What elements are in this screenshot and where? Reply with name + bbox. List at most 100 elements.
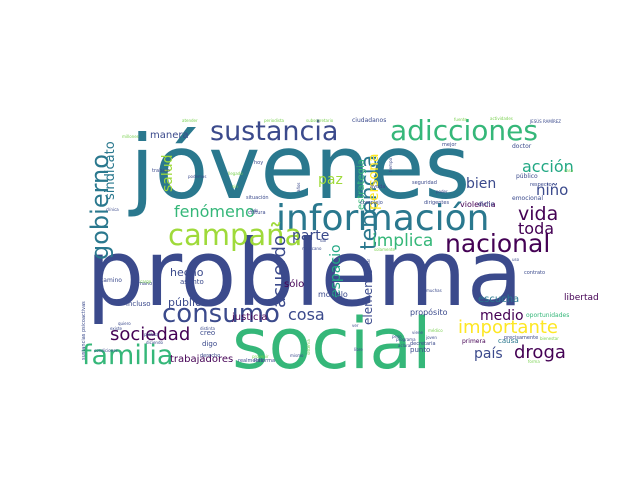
word-persona: persona (366, 153, 382, 210)
word-publico: público (516, 173, 538, 180)
word-accion: acción (522, 157, 574, 176)
word-distinta: distinta (200, 326, 216, 331)
word-jovenes: jóvenes (128, 116, 470, 219)
word-familiar: familiar (366, 258, 371, 274)
word-punto: punto (410, 346, 430, 354)
word-toda: toda (518, 219, 554, 238)
word-jesus-ramirez: JESÚS RAMÍREZ (529, 119, 561, 124)
word-quiero: quiero (118, 321, 131, 326)
word-oportunidades: oportunidades (526, 312, 569, 319)
word-fuente: fuente (454, 117, 468, 122)
word-tenencia: tenencia (357, 155, 382, 250)
word-realmente: realmente (238, 358, 264, 364)
word-medico: médico (428, 328, 443, 333)
word-situacion: situación (246, 194, 269, 201)
word-estrategia: estrategia (356, 159, 367, 210)
word-cultura: cultura (248, 210, 266, 216)
word-dicho: dicho (478, 201, 495, 208)
word-ayuda: ayuda (370, 184, 385, 190)
word-cosa: cosa (288, 305, 325, 324)
word-mexicano: mexicano (302, 246, 322, 251)
word-precisamente: precisamente (504, 335, 538, 341)
word-hecho: hecho (170, 266, 204, 279)
word-complejo: complejo (360, 200, 383, 206)
word-dar: dar (320, 238, 327, 243)
word-escucha: escucha (478, 294, 519, 305)
word-provenir: provenir (252, 354, 269, 359)
word-subsecretario: subsecretario (306, 118, 334, 123)
word-pais: país (474, 346, 503, 362)
word-campana: campaña (168, 218, 302, 252)
word-solo: sólo (284, 278, 304, 290)
word-sistema: sistema (306, 339, 311, 355)
word-doctor: doctor (512, 143, 532, 150)
word-libertad: libertad (564, 293, 599, 303)
word-poder: poder (436, 189, 448, 194)
word-parte: parte (292, 228, 329, 244)
word-digo: digo (202, 340, 217, 348)
word-existe: existe (110, 326, 123, 331)
word-nino: niño (536, 181, 568, 199)
word-joven: joven (425, 335, 437, 340)
word-viene: viene (412, 330, 423, 335)
word-sido: sido (250, 208, 259, 213)
word-actividades: actividades (490, 116, 513, 121)
word-ver: ver (352, 323, 359, 328)
word-decretaria: decretaria (410, 341, 436, 347)
word-camino: camino (100, 277, 122, 284)
word-sustancia: sustancia (210, 116, 338, 147)
word-gobierno: gobierno (86, 154, 114, 260)
word-proposito: propósito (410, 307, 448, 317)
word-mismo: mismo (290, 353, 304, 358)
word-dirigentes: dirigentes (424, 200, 449, 206)
word-muchas: muchas (426, 288, 442, 293)
word-mejor: mejor (442, 142, 457, 148)
word-ciudadanos: ciudadanos (352, 117, 386, 124)
word-derecho: derecho (200, 353, 220, 359)
word-contrato: contrato (524, 270, 545, 276)
word-podemos: podemos (188, 174, 206, 179)
word-peso: peso (392, 334, 402, 339)
word-llegado: llegado (228, 171, 243, 176)
word-cargo: cargo (140, 279, 152, 284)
word-sindicato: sindicato (103, 141, 118, 200)
word-implica: implica (372, 231, 433, 251)
word-forma: forma (528, 359, 540, 364)
word-programa: programa (396, 337, 416, 342)
word-fenomeno: fenómeno (174, 202, 255, 221)
word-politica: política (144, 332, 159, 337)
word-consumo: consumo (162, 299, 280, 329)
word-emocional: emocional (512, 195, 543, 202)
word-modelo: modelo (318, 290, 348, 299)
word-condiciones: condiciones (94, 348, 118, 353)
word-importante: importante (458, 317, 558, 338)
word-diciendo: diciendo (146, 340, 163, 345)
word-sustancias-psicoactivas: sustancias psicoactivas (81, 301, 87, 360)
word-bien: bien (466, 176, 496, 192)
word-solamente: solamente (374, 247, 396, 252)
word-atender: atender (182, 118, 198, 123)
word-violencia: violencia (460, 200, 496, 209)
word-caso: caso (564, 168, 574, 173)
word-hoy: hoy (254, 160, 263, 166)
word-incluso: incluso (126, 300, 151, 308)
word-bienestar: bienestar (540, 336, 559, 341)
word-droga: droga (514, 342, 566, 363)
word-causa: causa (498, 337, 519, 345)
word-elemento: elemento (361, 268, 375, 325)
word-uso: uso (512, 257, 520, 262)
word-libre: libre (354, 347, 363, 352)
word-informacion: información (276, 198, 489, 239)
word-clinica: clínica (106, 207, 119, 212)
word-asunto: asunto (180, 278, 204, 286)
word-acuerdo: acuerdo (269, 235, 290, 308)
word-reforma: Reforma (254, 358, 275, 364)
word-aclarar: aclarar (398, 343, 412, 348)
word-vida: vida (518, 203, 558, 225)
word-trabajo: trabajo (152, 168, 170, 174)
word-problema: problema (86, 220, 523, 327)
word-familia: familia (82, 340, 173, 371)
word-justicia: justicia (231, 312, 267, 323)
